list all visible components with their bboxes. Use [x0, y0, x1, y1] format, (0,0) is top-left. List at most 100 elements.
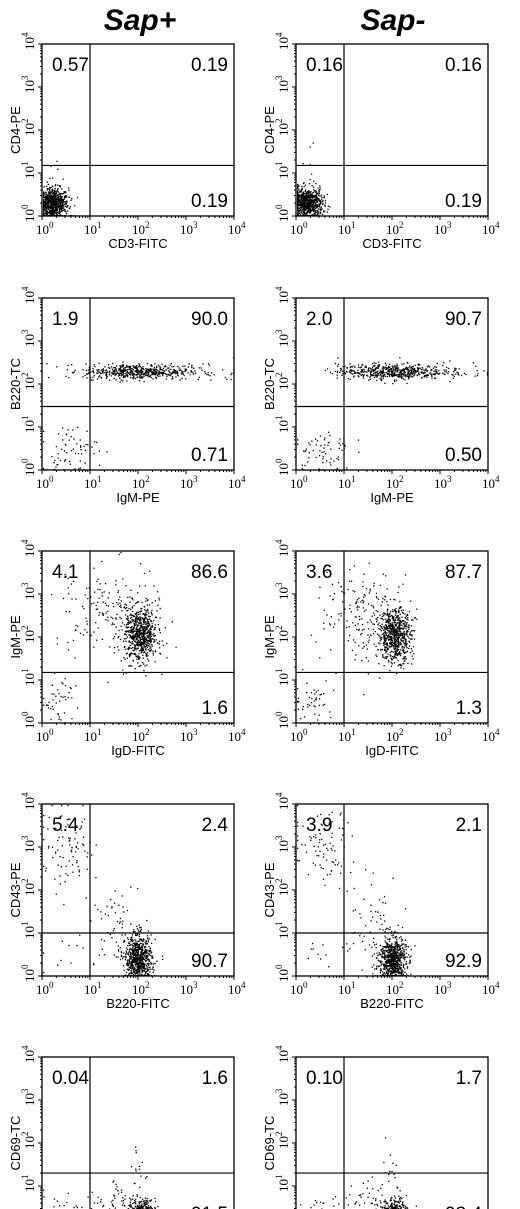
event-dot	[352, 373, 354, 375]
event-dot	[377, 649, 379, 651]
event-dot	[56, 637, 59, 639]
event-dot	[125, 672, 127, 674]
event-dot	[125, 634, 127, 636]
event-dot	[404, 644, 406, 646]
event-dot	[397, 641, 400, 643]
event-dot	[136, 633, 138, 635]
event-dot	[395, 370, 397, 372]
event-dot	[358, 597, 360, 599]
event-dot	[117, 373, 120, 375]
event-dot	[53, 197, 55, 199]
event-dot	[87, 444, 89, 446]
event-dot	[93, 631, 95, 633]
event-dot	[394, 371, 396, 373]
event-dot	[397, 368, 399, 371]
event-dot	[382, 656, 384, 658]
event-dot	[72, 372, 74, 374]
event-dot	[403, 368, 405, 370]
event-dot	[472, 362, 475, 364]
event-dot	[149, 370, 152, 372]
event-dot	[138, 364, 141, 366]
event-dot	[59, 198, 61, 200]
event-dot	[130, 366, 132, 368]
event-dot	[47, 204, 49, 206]
event-dot	[308, 211, 310, 213]
x-tick-label: 100	[290, 727, 308, 744]
y-tick-label: 104	[274, 32, 291, 50]
event-dot	[403, 371, 405, 373]
event-dot	[154, 627, 156, 629]
event-dot	[146, 362, 149, 365]
event-dot	[430, 369, 433, 371]
event-dot	[131, 369, 133, 372]
event-dot	[68, 593, 70, 595]
event-dot	[391, 630, 393, 633]
event-dot	[324, 202, 327, 204]
event-dot	[153, 368, 155, 370]
y-tick-label: 103	[274, 329, 291, 347]
event-dot	[432, 373, 434, 375]
event-dot	[57, 188, 59, 190]
event-dot	[300, 195, 302, 197]
event-dot	[99, 611, 101, 614]
event-dot	[177, 375, 179, 377]
x-tick-label: 104	[228, 474, 246, 491]
event-dot	[315, 196, 317, 198]
event-dot	[144, 615, 146, 617]
event-dot	[124, 376, 126, 378]
event-dot	[101, 638, 103, 640]
event-dot	[400, 609, 403, 612]
event-dot	[412, 370, 415, 373]
event-dot	[77, 426, 79, 428]
event-dot	[148, 649, 151, 652]
event-dot	[139, 645, 142, 647]
event-dot	[307, 201, 309, 203]
event-dot	[51, 209, 54, 211]
event-dot	[300, 208, 302, 210]
event-dot	[61, 209, 63, 212]
event-dot	[394, 655, 396, 657]
event-dot	[56, 202, 58, 204]
event-dot	[127, 630, 129, 632]
event-dot	[140, 638, 142, 641]
event-dot	[407, 614, 409, 616]
event-dot	[156, 365, 158, 367]
event-dot	[402, 368, 405, 370]
event-dot	[306, 207, 309, 209]
event-dot	[379, 374, 382, 376]
event-dot	[130, 643, 133, 645]
event-dot	[140, 643, 142, 645]
event-dot	[405, 640, 407, 642]
event-dot	[151, 622, 153, 625]
event-dot	[377, 364, 380, 367]
event-dot	[143, 369, 145, 371]
event-dot	[138, 656, 141, 658]
event-dot	[388, 631, 390, 633]
event-dot	[381, 623, 383, 625]
event-dot	[133, 373, 136, 376]
event-dot	[380, 626, 382, 628]
event-dot	[139, 613, 141, 615]
event-dot	[410, 367, 412, 369]
event-dot	[146, 653, 148, 655]
event-dot	[52, 200, 55, 202]
event-dot	[379, 635, 381, 637]
event-dot	[158, 628, 161, 630]
event-dot	[148, 632, 150, 634]
event-dot	[145, 621, 147, 623]
event-dot	[380, 648, 382, 651]
event-dot	[59, 193, 61, 195]
event-dot	[115, 367, 117, 370]
event-dot	[145, 646, 147, 648]
event-dot	[357, 623, 359, 625]
event-dot	[117, 590, 120, 592]
event-dot	[49, 209, 51, 212]
event-dot	[403, 620, 405, 622]
event-dot	[308, 205, 311, 207]
event-dot	[120, 373, 122, 375]
event-dot	[357, 439, 360, 441]
event-dot	[369, 372, 372, 374]
event-dot	[382, 629, 385, 631]
event-dot	[392, 642, 394, 644]
event-dot	[362, 377, 365, 379]
